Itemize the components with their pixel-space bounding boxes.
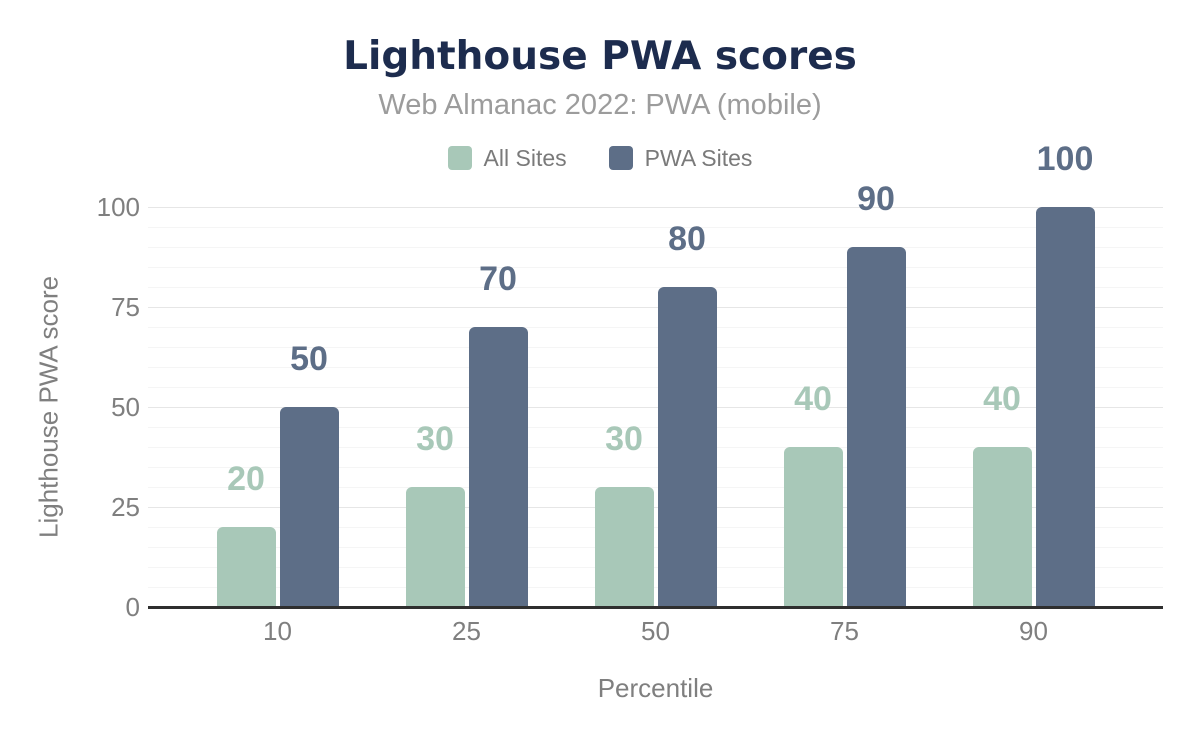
bar-data-label: 30: [605, 420, 643, 458]
y-tick-label: 75: [111, 292, 140, 322]
bar-data-label: 100: [1036, 140, 1094, 178]
plot-area: 20 50 30 70 30 80 40 90 40 100: [148, 141, 1163, 607]
legend-item-pwa-sites[interactable]: PWA Sites: [608, 145, 753, 171]
legend: All Sites PWA Sites: [0, 145, 1200, 171]
legend-label: All Sites: [483, 145, 567, 171]
bar-group-50: 30 80: [561, 207, 750, 607]
bar-data-label: 70: [479, 260, 517, 298]
x-axis-title: Percentile: [597, 673, 714, 703]
y-tick-label: 0: [125, 592, 140, 622]
bar-data-label: 80: [668, 220, 706, 258]
bar-pwa-sites-p50: 80: [657, 221, 717, 607]
x-axis-line: [148, 606, 1163, 609]
chart-subtitle: Web Almanac 2022: PWA (mobile): [378, 89, 822, 121]
y-axis-ticks: 0 25 50 75 100: [0, 193, 140, 621]
bar-pwa-sites-p90: 100: [1035, 141, 1095, 607]
x-tick-label: 75: [830, 616, 859, 646]
bar-group-25: 30 70: [372, 207, 561, 607]
x-tick-label: 25: [452, 616, 481, 646]
x-tick-label: 50: [641, 616, 670, 646]
bar-pwa-sites-p75: 90: [846, 181, 906, 607]
x-tick-label: 10: [263, 616, 292, 646]
bar-group-10: 20 50: [183, 207, 372, 607]
bar-pwa-sites-p25: 70: [468, 261, 528, 607]
legend-label: PWA Sites: [644, 145, 753, 171]
bar-all-sites-p90: 40: [972, 381, 1032, 607]
legend-item-all-sites[interactable]: All Sites: [447, 145, 567, 171]
y-tick-label: 25: [111, 492, 140, 522]
bar-all-sites-p50: 30: [594, 421, 654, 607]
x-tick-label: 90: [1019, 616, 1048, 646]
legend-swatch-icon: [447, 146, 472, 170]
y-tick-label: 100: [96, 192, 140, 222]
legend-swatch-icon: [608, 146, 633, 170]
bar-data-label: 40: [794, 380, 832, 418]
bar-pwa-sites-p10: 50: [279, 341, 339, 607]
bar-group-90: 40 100: [939, 141, 1128, 607]
bar-all-sites-p75: 40: [783, 381, 843, 607]
bar-data-label: 30: [416, 420, 454, 458]
bar-data-label: 50: [290, 340, 328, 378]
bar-data-label: 90: [857, 180, 895, 218]
bar-data-label: 40: [983, 380, 1021, 418]
x-axis-ticks: 10 25 50 75 90: [148, 617, 1163, 645]
bar-data-label: 20: [227, 460, 265, 498]
bar-all-sites-p10: 20: [216, 461, 276, 607]
chart-title: Lighthouse PWA scores: [343, 34, 857, 79]
bar-all-sites-p25: 30: [405, 421, 465, 607]
bar-groups: 20 50 30 70 30 80 40 90 40 100: [148, 141, 1163, 607]
y-tick-label: 50: [111, 392, 140, 422]
bar-group-75: 40 90: [750, 181, 939, 607]
